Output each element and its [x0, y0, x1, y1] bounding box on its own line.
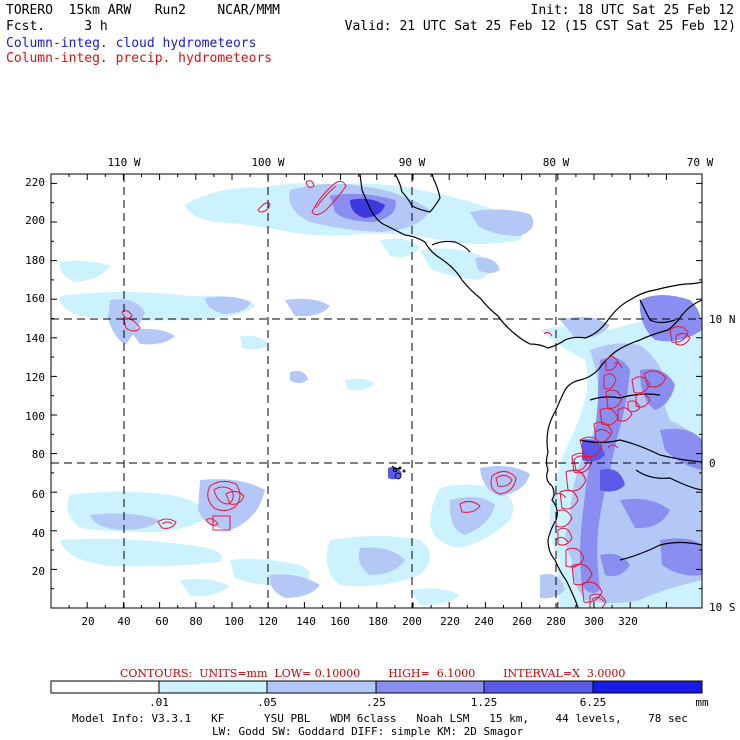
- model-info-line2: LW: Godd SW: Goddard DIFF: simple KM: 2D…: [212, 725, 524, 738]
- top-axis-label-90w: 90 W: [399, 156, 426, 169]
- x-tick-label: 280: [546, 615, 566, 628]
- right-axis-label-10s: 10 S: [709, 601, 736, 614]
- color-bar-label: .05: [257, 696, 277, 709]
- y-tick-label: 220: [25, 176, 45, 189]
- lat-lon-grid: [51, 174, 702, 608]
- x-tick-label: 80: [189, 615, 202, 628]
- axis-ticks: [50, 174, 702, 609]
- top-axis-label-110w: 110 W: [107, 156, 140, 169]
- color-bar-unit: mm: [695, 696, 709, 709]
- x-tick-label: 140: [296, 615, 316, 628]
- color-bar: [50, 680, 703, 694]
- x-tick-label: 180: [368, 615, 388, 628]
- precip-contours: [121, 180, 691, 608]
- init-time: Init: 18 UTC Sat 25 Feb 12: [530, 3, 735, 18]
- x-tick-label: 100: [224, 615, 244, 628]
- y-tick-label: 140: [25, 332, 45, 345]
- contours-caption: CONTOURS: UNITS=mm LOW= 0.10000 HIGH= 6.…: [120, 667, 626, 680]
- x-tick-label: 260: [512, 615, 532, 628]
- y-tick-label: 40: [32, 527, 45, 540]
- y-tick-label: 160: [25, 292, 45, 305]
- x-tick-label: 40: [117, 615, 130, 628]
- cloud-shading: [59, 183, 702, 608]
- color-bar-label: .25: [366, 696, 386, 709]
- y-tick-label: 80: [32, 448, 45, 461]
- model-title: TORERO 15km ARW Run2 NCAR/MMM: [6, 3, 280, 18]
- y-tick-label: 20: [32, 565, 45, 578]
- galapagos-islands: [393, 466, 406, 480]
- x-tick-label: 200: [402, 615, 422, 628]
- top-axis-label-100w: 100 W: [251, 156, 284, 169]
- right-axis-label-10n: 10 N: [709, 313, 736, 326]
- x-tick-label: 60: [155, 615, 168, 628]
- top-axis-label-80w: 80 W: [543, 156, 570, 169]
- model-info-line1: Model Info: V3.3.1 KF YSU PBL WDM 6class…: [72, 712, 688, 725]
- y-tick-label: 120: [25, 371, 45, 384]
- x-tick-label: 160: [330, 615, 350, 628]
- right-axis-label-0: 0: [709, 457, 716, 470]
- valid-time: Valid: 21 UTC Sat 25 Feb 12 (15 CST Sat …: [344, 19, 736, 34]
- x-tick-label: 220: [440, 615, 460, 628]
- y-tick-label: 100: [25, 410, 45, 423]
- x-tick-label: 300: [584, 615, 604, 628]
- color-bar-label: 6.25: [580, 696, 607, 709]
- x-tick-label: 120: [258, 615, 278, 628]
- top-axis-label-70w: 70 W: [687, 156, 714, 169]
- y-tick-label: 200: [25, 214, 45, 227]
- color-bar-segment: [376, 681, 484, 693]
- forecast-hour: Fcst. 3 h: [6, 19, 108, 34]
- x-tick-label: 240: [474, 615, 494, 628]
- precip-legend: Column-integ. precip. hydrometeors: [6, 51, 273, 66]
- color-bar-segment: [593, 681, 702, 693]
- color-bar-label: 1.25: [471, 696, 498, 709]
- color-bar-segment: [484, 681, 593, 693]
- y-tick-label: 60: [32, 488, 45, 501]
- x-tick-label: 20: [81, 615, 94, 628]
- color-bar-segment: [51, 681, 159, 693]
- color-bar-segment: [159, 681, 267, 693]
- color-bar-segment: [267, 681, 376, 693]
- x-tick-label: 320: [618, 615, 638, 628]
- cloud-legend: Column-integ. cloud hydrometeors: [6, 36, 257, 51]
- y-tick-label: 180: [25, 254, 45, 267]
- color-bar-label: .01: [149, 696, 169, 709]
